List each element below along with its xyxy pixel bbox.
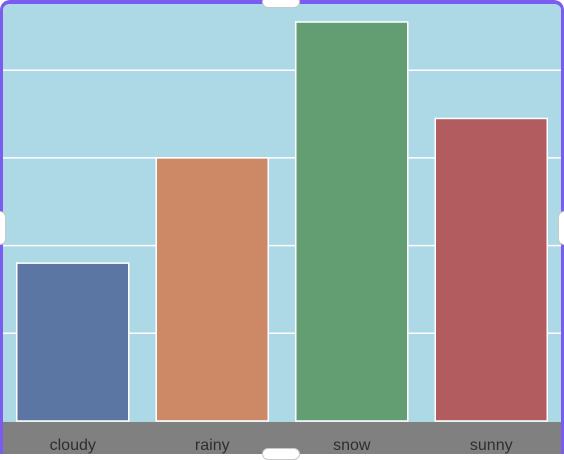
x-tick-label-cloudy: cloudy bbox=[50, 437, 96, 454]
bar-chart: cloudy rainy snow sunny bbox=[3, 4, 561, 454]
x-tick-label-snow: snow bbox=[333, 437, 371, 454]
resize-handle-right[interactable] bbox=[558, 211, 564, 245]
bar-cloudy[interactable] bbox=[17, 263, 129, 421]
resize-handle-top[interactable] bbox=[262, 0, 300, 8]
x-tick-label-rainy: rainy bbox=[195, 437, 230, 454]
resize-handle-left[interactable] bbox=[0, 211, 6, 245]
x-tick-label-sunny: sunny bbox=[470, 437, 513, 454]
resize-handle-bottom[interactable] bbox=[262, 448, 300, 460]
bar-snow[interactable] bbox=[296, 22, 408, 421]
bar-sunny[interactable] bbox=[435, 118, 547, 421]
bar-rainy[interactable] bbox=[156, 158, 268, 421]
